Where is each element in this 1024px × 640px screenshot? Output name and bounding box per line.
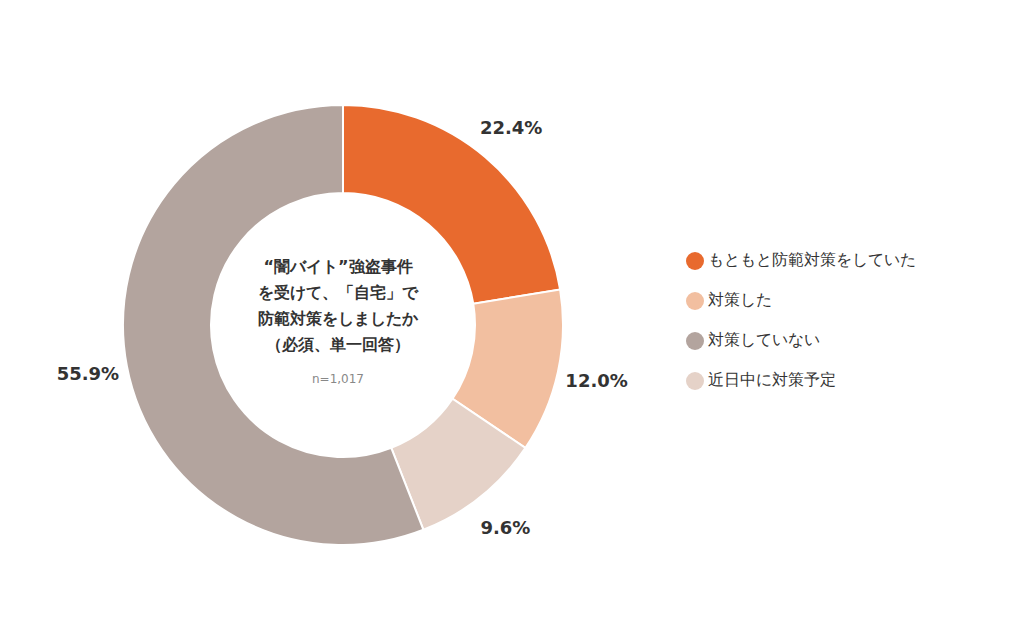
html-text:を受けて、「自宅」で: を受けて、「自宅」で (258, 283, 418, 302)
html-text:近日中に対策予定: 近日中に対策予定 (708, 370, 836, 389)
html-text:（必須、単一回答）: （必須、単一回答） (266, 335, 410, 354)
svg-text:12.0%: 12.0% (565, 370, 627, 391)
html-text:防範対策をしましたか: 防範対策をしましたか (258, 309, 418, 328)
svg-text:22.4%: 22.4% (480, 117, 542, 138)
html-text:“闇バイト”強盗事件: “闇バイト”強盗事件 (263, 257, 413, 276)
html-text:もともと防範対策をしていた: もともと防範対策をしていた (708, 250, 916, 269)
html-text:対策していない: 対策していない (708, 330, 820, 349)
html-text:対策した: 対策した (708, 290, 772, 309)
svg-text:55.9%: 55.9% (57, 363, 119, 384)
html-text:n=1,017: n=1,017 (312, 372, 364, 386)
svg-text:9.6%: 9.6% (480, 517, 530, 538)
